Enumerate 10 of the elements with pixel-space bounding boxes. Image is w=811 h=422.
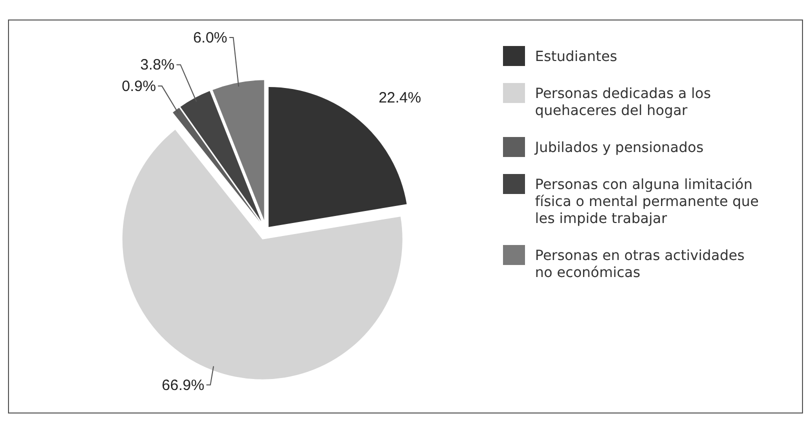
legend-label: Personas en otras actividades no económicas [535,248,745,281]
legend-label: Personas dedicadas a los quehaceres del hogar [535,86,711,119]
data-label: 6.0% [193,29,228,46]
legend-label: Jubilados y pensionados [534,140,704,156]
data-label: 0.9% [122,78,156,96]
data-label: 3.8% [140,56,174,74]
legend-label: Personas con alguna limitación física o mental permanente que les impide trabajar [535,177,759,227]
legend-label: Estudiantes [535,49,618,65]
data-label: 66.9% [162,376,204,394]
data-label: 22.4% [378,89,422,106]
